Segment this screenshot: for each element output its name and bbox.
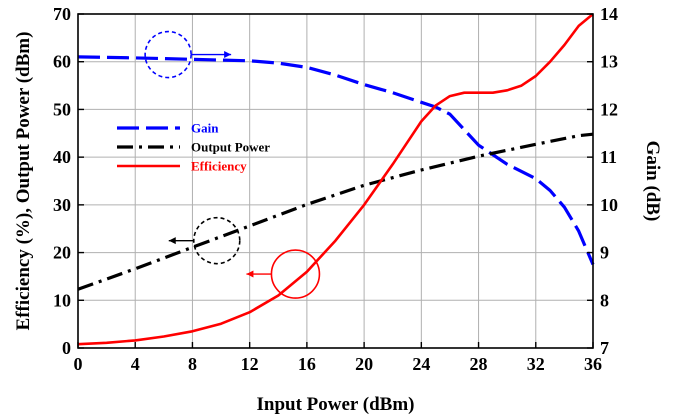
y-left-tick-label: 20 — [53, 243, 71, 263]
x-tick-label: 32 — [527, 354, 545, 374]
y-right-tick-label: 13 — [600, 52, 618, 72]
y-left-tick-label: 10 — [53, 290, 71, 310]
legend-label: Efficiency — [191, 159, 247, 174]
y-left-tick-label: 60 — [53, 52, 71, 72]
plot-frame — [77, 13, 594, 349]
series-line-output-power — [77, 132, 594, 291]
x-tick-label: 28 — [470, 354, 488, 374]
x-tick-label: 4 — [131, 354, 140, 374]
x-tick-label: 0 — [74, 354, 83, 374]
legend-label: Output Power — [191, 140, 270, 155]
y-left-tick-label: 40 — [53, 147, 71, 167]
y-left-tick-label: 50 — [53, 99, 71, 119]
series-layer — [77, 13, 595, 346]
annotation-circle-output-power — [192, 216, 241, 265]
x-tick-label: 12 — [241, 354, 259, 374]
y-left-tick-label: 0 — [62, 338, 71, 358]
annotation-circle-efficiency — [270, 249, 321, 299]
series-line-efficiency — [77, 13, 594, 346]
x-tick-label: 24 — [412, 354, 430, 374]
annotation-circle-gain — [144, 30, 192, 79]
y-left-axis-title: Efficiency (%), Output Power (dBm) — [13, 32, 34, 331]
legend-label: Gain — [191, 121, 219, 136]
y-right-tick-label: 9 — [600, 243, 609, 263]
series-line-gain — [77, 55, 595, 266]
y-right-tick-label: 7 — [600, 338, 609, 358]
y-right-tick-label: 12 — [600, 99, 618, 119]
x-axis-title: Input Power (dBm) — [257, 394, 415, 415]
y-left-tick-label: 70 — [53, 4, 71, 24]
annotations — [144, 30, 321, 299]
legend: Gain Output Power Efficiency — [117, 121, 270, 174]
x-tick-label: 20 — [355, 354, 373, 374]
grid — [78, 14, 593, 348]
x-tick-label: 16 — [298, 354, 316, 374]
y-right-tick-label: 11 — [600, 147, 617, 167]
y-left-tick-label: 30 — [53, 195, 71, 215]
y-right-tick-label: 8 — [600, 290, 609, 310]
arrow-head-icon — [168, 237, 176, 245]
y-right-tick-label: 10 — [600, 195, 618, 215]
x-tick-label: 36 — [584, 354, 602, 374]
y-right-tick-label: 14 — [600, 4, 618, 24]
axes: 0 4 8 12 16 20 24 28 32 36 0 10 20 30 40 50 60 70 7 8 9 10 11 1… — [13, 4, 663, 415]
y-right-axis-title: Gain (dB) — [642, 141, 663, 222]
x-tick-label: 8 — [188, 354, 197, 374]
arrow-head-icon — [246, 270, 254, 278]
arrow-head-icon — [224, 51, 232, 59]
